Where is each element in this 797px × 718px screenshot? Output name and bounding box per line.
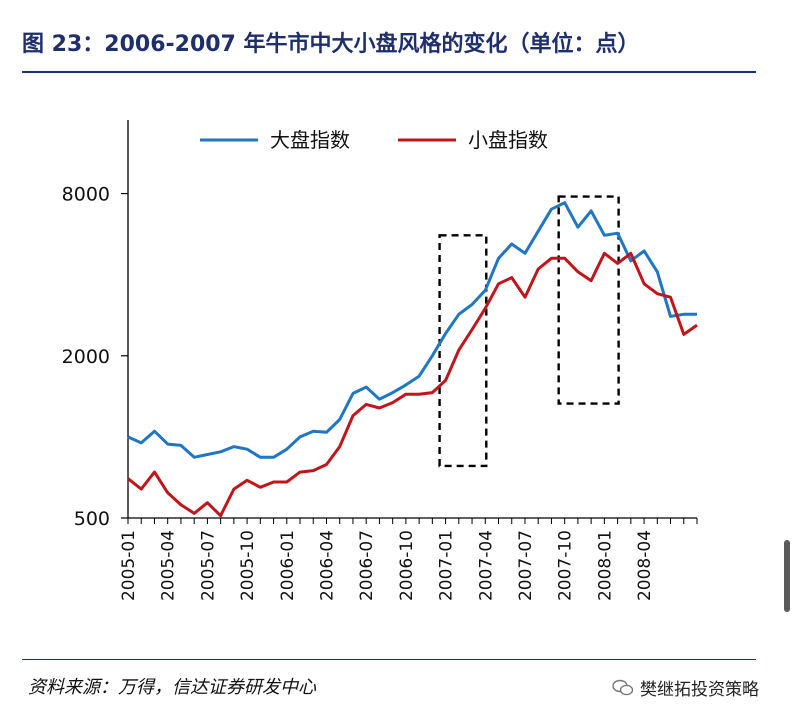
x-tick-label: 2007-07	[516, 530, 536, 601]
x-tick-label: 2005-01	[119, 530, 139, 601]
x-tick-label: 2007-10	[556, 530, 576, 601]
legend-label: 小盘指数	[468, 128, 548, 152]
x-tick-label: 2005-10	[238, 530, 258, 601]
chart-svg: 500 2000 8000 2005-01 2005-04 2005-07 2005-10 2…	[62, 120, 698, 601]
chart: 500 2000 8000 2005-01 2005-04 2005-07 2005-10 2…	[0, 80, 797, 660]
x-tick-label: 2005-04	[159, 530, 179, 601]
source-rule	[22, 659, 756, 660]
x-tick-label: 2006-10	[397, 530, 417, 601]
figure-title: 图 23：2006-2007 年牛市中大小盘风格的变化（单位：点）	[22, 32, 640, 57]
highlight-box	[557, 195, 620, 405]
watermark: 樊继拓投资策略	[612, 675, 759, 700]
x-tick-label: 2006-01	[278, 530, 298, 601]
x-tick-label: 2008-04	[635, 530, 655, 601]
x-tick-label: 2006-07	[357, 530, 377, 601]
title-rule	[22, 71, 756, 73]
legend-label: 大盘指数	[270, 128, 350, 152]
legend: 大盘指数 小盘指数	[200, 128, 548, 152]
highlight-boxes	[438, 195, 620, 468]
source-note: 资料来源：万得，信达证券研发中心	[28, 677, 316, 698]
highlight-box	[438, 234, 488, 468]
series-line-small-cap	[127, 251, 698, 518]
x-tick-label: 2005-07	[198, 530, 218, 601]
y-tick-label: 8000	[62, 184, 110, 206]
x-tick-label: 2006-04	[317, 530, 337, 601]
x-tick-label: 2007-04	[476, 530, 496, 601]
series-line-large-cap	[127, 201, 697, 459]
scrollbar[interactable]	[784, 540, 790, 612]
y-tick-label: 2000	[62, 346, 110, 368]
x-tick-label: 2008-01	[595, 530, 615, 601]
series-layer	[127, 201, 698, 518]
x-tick-label: 2007-01	[437, 530, 457, 601]
watermark-text: 樊继拓投资策略	[640, 680, 759, 700]
wechat-icon	[612, 679, 634, 695]
y-tick-label: 500	[74, 508, 110, 530]
axes-layer	[121, 120, 698, 524]
tick-labels: 500 2000 8000 2005-01 2005-04 2005-07 2005-10 2…	[62, 184, 655, 601]
